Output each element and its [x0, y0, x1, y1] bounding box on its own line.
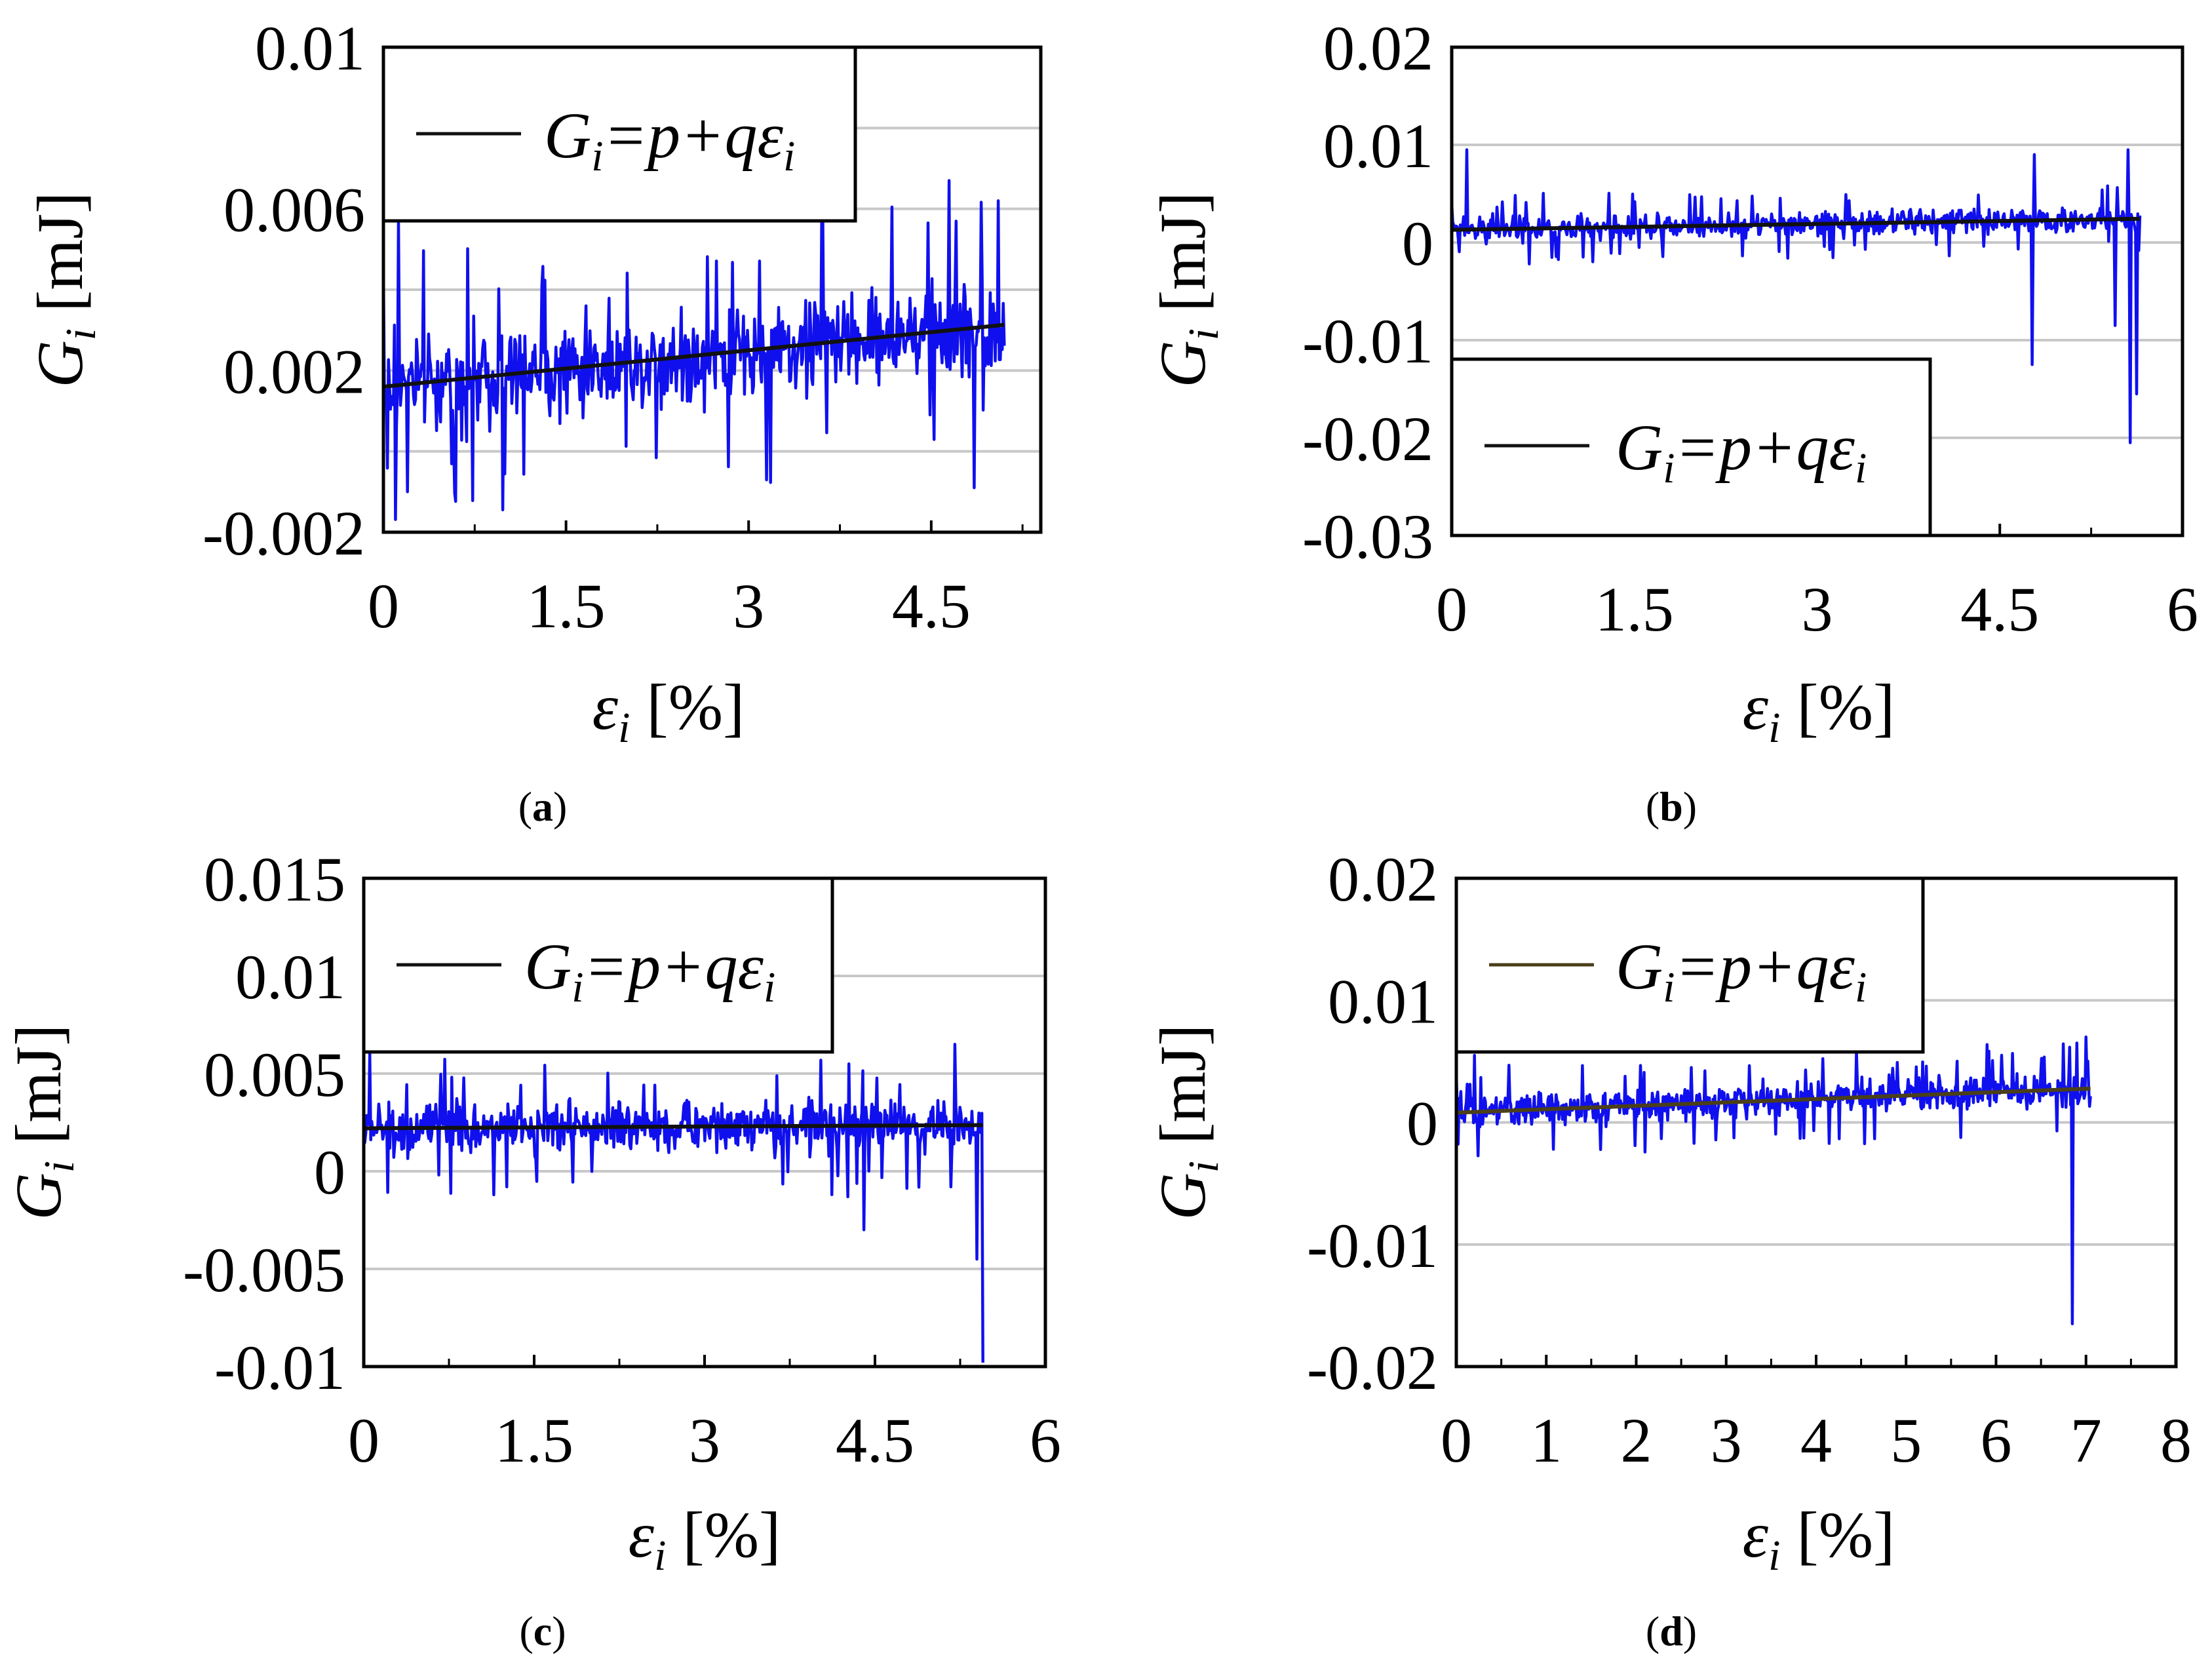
- x-axis-label: εi [%]: [629, 1498, 781, 1580]
- x-tick-label: 6: [2167, 574, 2198, 644]
- y-tick-label: -0.005: [183, 1235, 345, 1305]
- y-tick-label: 0.002: [223, 336, 365, 406]
- legend-label: Gi=p+qεi: [1616, 930, 1867, 1011]
- fit-line-group: [363, 1123, 983, 1131]
- x-tick-label: 3: [1711, 1405, 1742, 1475]
- measured-series-line: [362, 1043, 984, 1363]
- measured-series-line: [1454, 1035, 2092, 1326]
- y-tick-label: 0.01: [255, 13, 365, 83]
- y-tick-label: 0.02: [1323, 13, 1433, 83]
- x-tick-label: 0: [368, 571, 399, 641]
- measured-series-line: [381, 179, 1006, 521]
- y-tick-label: 0.005: [204, 1040, 345, 1110]
- y-axis-label: Gi [mJ]: [2, 1024, 83, 1220]
- data-series: [381, 179, 1006, 521]
- y-tick-label: 0: [1407, 1089, 1438, 1159]
- y-tick-label: 0.01: [235, 942, 345, 1012]
- y-axis-label: Gi [mJ]: [1146, 1024, 1228, 1220]
- legend-box: Gi=p+qεi: [381, 45, 857, 223]
- legend-label: Gi=p+qεi: [524, 930, 775, 1011]
- x-tick-label: 3: [689, 1405, 720, 1475]
- x-tick-label: 1: [1530, 1405, 1562, 1475]
- data-series: [362, 1043, 984, 1363]
- y-tick-label: 0.01: [1323, 111, 1433, 181]
- y-tick-label: 0.015: [204, 844, 345, 914]
- x-tick-label: 3: [1802, 574, 1833, 644]
- x-axis-label: εi [%]: [1743, 1498, 1895, 1580]
- x-tick-label: 7: [2070, 1405, 2102, 1475]
- y-tick-label: -0.03: [1302, 501, 1433, 572]
- fit-line: [363, 1123, 983, 1131]
- ticks: 0 1.5 3 4.5 -0.002 0.002 0.006 0.01: [203, 13, 1024, 641]
- x-tick-label: 6: [1981, 1405, 2012, 1475]
- y-tick-label: -0.02: [1302, 404, 1433, 474]
- legend-frame: [1450, 357, 1932, 537]
- y-tick-label: -0.01: [1307, 1211, 1438, 1281]
- x-tick-label: 1.5: [1595, 574, 1674, 644]
- x-tick-label: 2: [1621, 1405, 1652, 1475]
- fit-line: [1451, 216, 2141, 232]
- ticks: 0 1.5 3 4.5 6 -0.01 -0.005 0 0.005 0.01 0.015: [183, 844, 1061, 1475]
- x-tick-label: 0: [1436, 574, 1467, 644]
- x-tick-label: 4.5: [836, 1405, 914, 1475]
- legend-box: Gi=p+qεi: [1454, 876, 1925, 1054]
- y-axis-label: Gi [mJ]: [24, 192, 105, 388]
- panel-caption: (a): [518, 783, 568, 830]
- legend-label: Gi=p+qεi: [544, 99, 795, 180]
- data-series: [1454, 1035, 2092, 1326]
- y-tick-label: 0: [1402, 208, 1433, 279]
- x-tick-label: 4.5: [892, 571, 971, 641]
- y-axis-label: Gi [mJ]: [1146, 192, 1228, 388]
- legend-label: Gi=p+qεi: [1616, 411, 1867, 492]
- x-tick-label: 1.5: [495, 1405, 573, 1475]
- x-tick-label: 3: [733, 571, 764, 641]
- x-tick-label: 0: [1441, 1405, 1472, 1475]
- y-tick-label: -0.01: [214, 1332, 345, 1403]
- panel-caption: (c): [519, 1608, 566, 1654]
- x-tick-label: 1.5: [527, 571, 606, 641]
- x-tick-label: 4.5: [1960, 574, 2039, 644]
- x-tick-label: 0: [348, 1405, 379, 1475]
- y-tick-label: 0.006: [223, 175, 365, 245]
- fit-line-group: [1456, 1086, 2091, 1115]
- fit-line-group: [383, 322, 1005, 389]
- fit-line: [1456, 1086, 2091, 1115]
- x-axis-label: εi [%]: [592, 671, 745, 752]
- panel-a: 0 1.5 3 4.5 -0.002 0.002 0.006 0.01 Gi=p+qεi Gi…: [24, 13, 1043, 830]
- legend-box: Gi=p+qεi: [362, 876, 834, 1054]
- panel-b: 0 1.5 3 4.5 6 -0.03 -0.02 -0.01 0 0.01 0.02 Gi=p+q…: [1146, 13, 2198, 830]
- panel-caption: (b): [1646, 783, 1697, 830]
- x-tick-label: 6: [1030, 1405, 1061, 1475]
- x-tick-label: 8: [2160, 1405, 2192, 1475]
- y-tick-label: 0: [314, 1137, 345, 1207]
- x-axis-label: εi [%]: [1743, 671, 1895, 752]
- panel-caption: (d): [1646, 1608, 1697, 1654]
- legend-box: Gi=p+qεi: [1450, 357, 1932, 537]
- fit-line: [383, 322, 1005, 389]
- x-tick-label: 4: [1800, 1405, 1832, 1475]
- y-tick-label: 0.01: [1328, 966, 1438, 1036]
- y-tick-label: 0.02: [1328, 844, 1438, 914]
- y-tick-label: -0.02: [1307, 1332, 1438, 1403]
- panel-c: 0 1.5 3 4.5 6 -0.01 -0.005 0 0.005 0.01 0.015 Gi=p…: [2, 844, 1061, 1654]
- y-tick-label: -0.002: [203, 498, 365, 568]
- ticks: 0 1.5 3 4.5 6 -0.03 -0.02 -0.01 0 0.01 0.02: [1302, 13, 2198, 644]
- fit-line-group: [1451, 216, 2141, 232]
- x-tick-label: 5: [1890, 1405, 1922, 1475]
- y-tick-label: -0.01: [1302, 306, 1433, 376]
